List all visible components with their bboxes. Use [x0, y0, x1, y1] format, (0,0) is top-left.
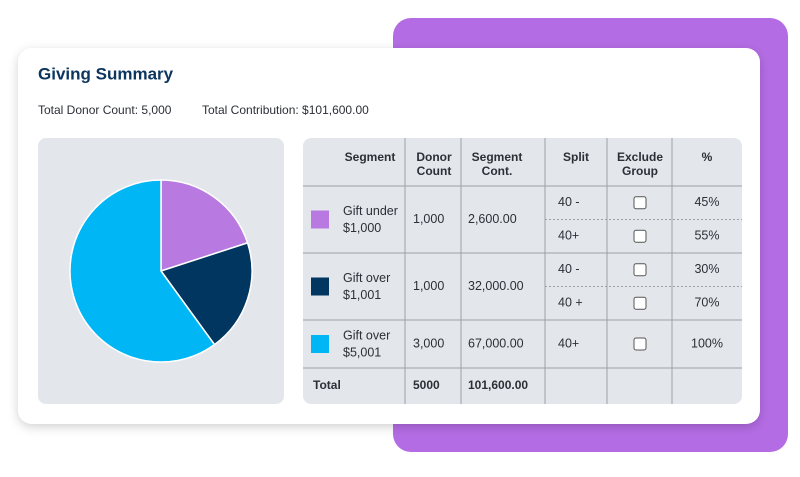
contribution: 2,600.00: [468, 212, 517, 226]
exclude-checkbox[interactable]: [633, 263, 647, 277]
column-header: Split: [563, 150, 589, 164]
column-header: Segment: [345, 150, 396, 164]
total-label: Total: [313, 378, 341, 392]
percent: 30%: [694, 262, 719, 276]
segment-label: Gift over: [343, 328, 390, 342]
pie: [69, 179, 253, 363]
segment-label: $5,001: [343, 345, 381, 359]
segment-swatch: [311, 277, 329, 296]
column-header: Segment: [472, 150, 523, 164]
table-panel: [303, 138, 742, 404]
segment-label: $1,000: [343, 221, 381, 235]
column-header: Donor: [416, 150, 452, 164]
donor-count: 1,000: [413, 212, 444, 226]
split: 40 -: [558, 195, 580, 209]
split: 40+: [558, 336, 579, 350]
contribution: Total Contribution: $101,600.00: [202, 103, 369, 117]
donor-count: 3,000: [413, 336, 444, 350]
exclude-checkbox[interactable]: [633, 337, 647, 351]
percent: 100%: [691, 336, 723, 350]
segment-label: Gift over: [343, 271, 390, 285]
donor-count: 1,000: [413, 279, 444, 293]
split: 40 -: [558, 262, 580, 276]
pie-slice: [159, 241, 253, 346]
column-header: Count: [417, 164, 452, 178]
column-header: %: [702, 150, 713, 164]
exclude-checkbox[interactable]: [633, 229, 647, 243]
segment-label: $1,001: [343, 288, 381, 302]
contribution: 67,000.00: [468, 336, 524, 350]
total-contribution: 101,600.00: [468, 378, 528, 392]
percent: 45%: [694, 195, 719, 209]
segment-swatch: [311, 335, 329, 353]
exclude-checkbox[interactable]: [633, 296, 647, 310]
percent: 55%: [694, 229, 719, 243]
column-header: Cont.: [482, 164, 513, 178]
title: Giving Summary: [38, 64, 174, 83]
split: 40+: [558, 229, 579, 243]
pie-slice: [69, 179, 216, 363]
segment-label: Gift under: [343, 204, 398, 218]
pie-slice: [160, 179, 249, 273]
total-donor-count: 5000: [413, 378, 440, 392]
split: 40 +: [558, 296, 583, 310]
contribution: 32,000.00: [468, 279, 524, 293]
segment-swatch: [311, 210, 329, 229]
column-header: Exclude: [617, 150, 663, 164]
exclude-checkbox[interactable]: [633, 196, 647, 210]
donor-count: Total Donor Count: 5,000: [38, 103, 172, 117]
percent: 70%: [694, 296, 719, 310]
column-header: Group: [622, 164, 658, 178]
